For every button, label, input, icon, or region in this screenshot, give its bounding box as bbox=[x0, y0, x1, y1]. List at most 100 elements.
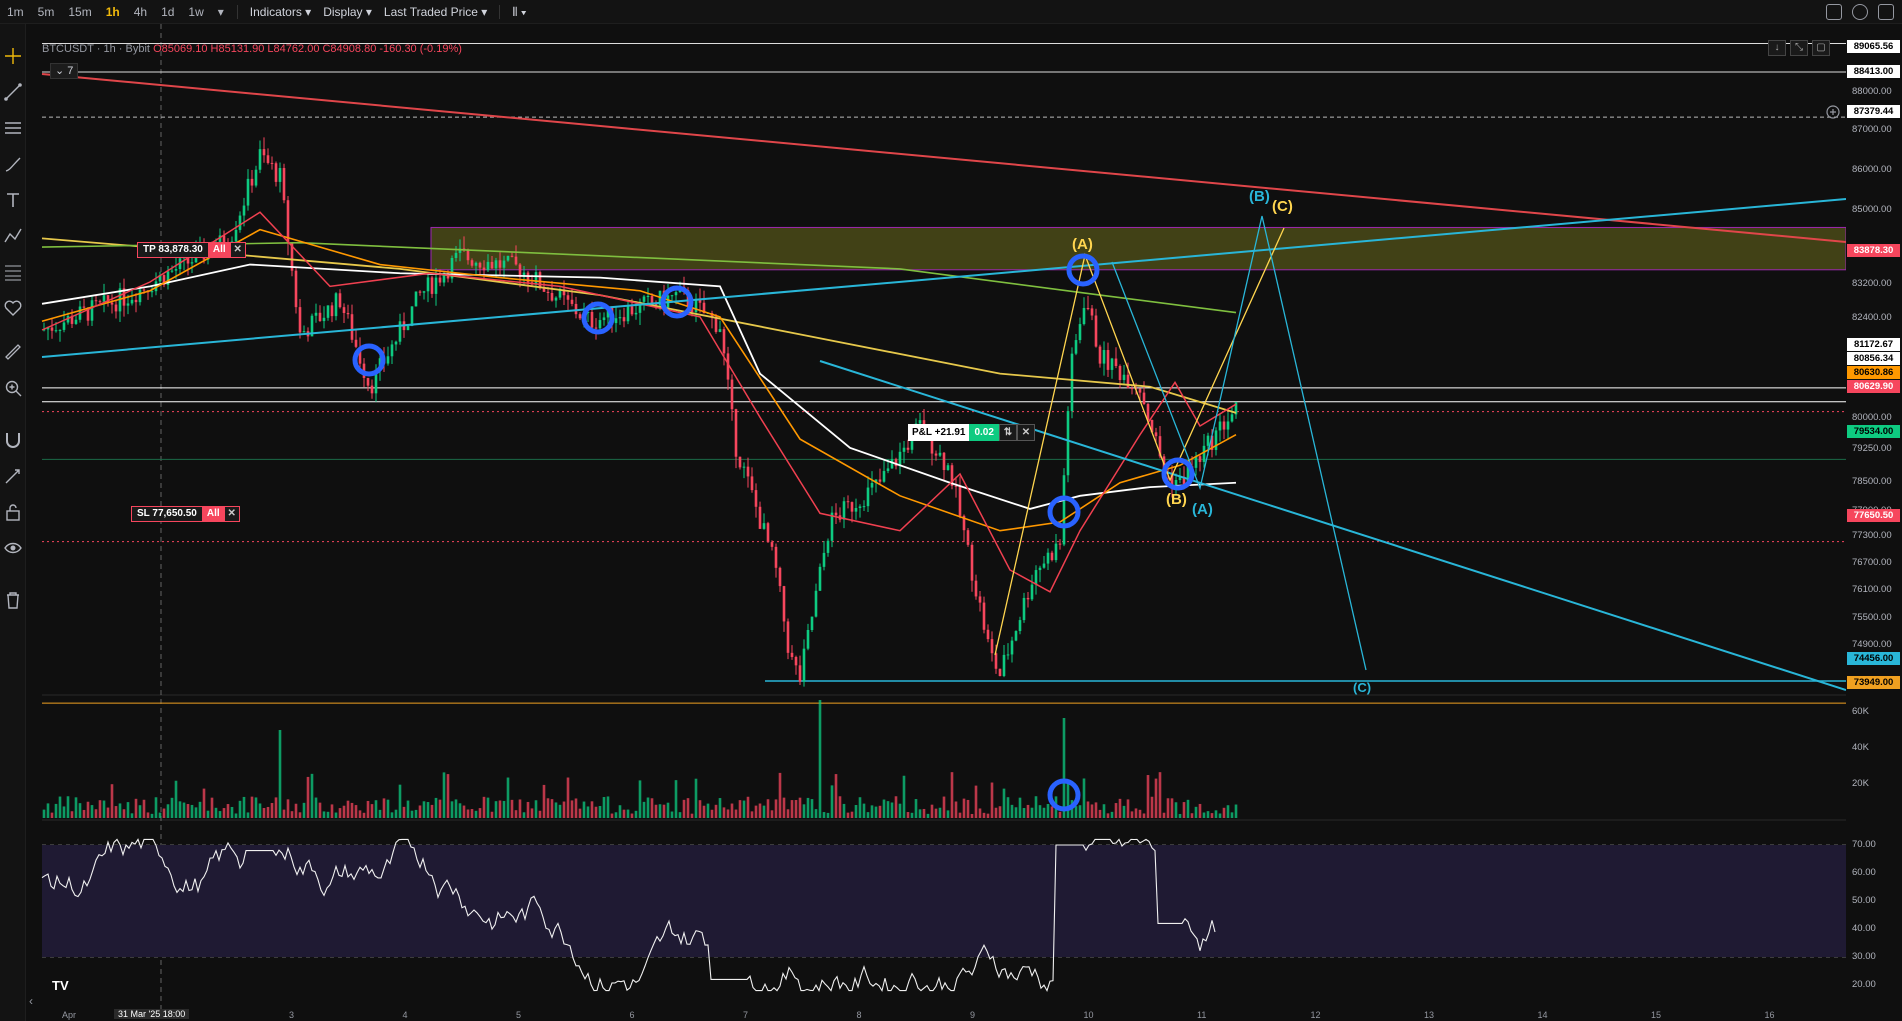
tp-order-tag[interactable]: TP 83,878.30 All ✕ bbox=[137, 242, 246, 258]
timeframe-more-chevron-icon[interactable]: ▾ bbox=[217, 4, 224, 19]
tp-close-icon[interactable]: ✕ bbox=[229, 242, 246, 258]
volume-bar bbox=[246, 812, 250, 818]
gear-icon[interactable] bbox=[1852, 4, 1868, 20]
candle-body bbox=[222, 235, 226, 248]
candle-body bbox=[246, 178, 250, 206]
add-alert-icon[interactable] bbox=[1825, 104, 1841, 120]
candle-body bbox=[1178, 476, 1182, 481]
sl-order-tag[interactable]: SL 77,650.50 All ✕ bbox=[131, 506, 240, 522]
candle-body bbox=[550, 292, 554, 301]
timeframe-1w[interactable]: 1w bbox=[188, 4, 204, 19]
candle-body bbox=[626, 306, 630, 322]
candle-body bbox=[254, 169, 258, 186]
indicator-legend-toggle[interactable]: ⌄ 7 bbox=[50, 63, 79, 79]
heart-icon[interactable] bbox=[3, 298, 23, 318]
timeframe-1h[interactable]: 1h bbox=[105, 4, 120, 19]
volume-bar bbox=[946, 810, 950, 818]
volume-bar bbox=[554, 802, 558, 818]
trash-icon[interactable] bbox=[3, 590, 23, 610]
volume-bar bbox=[70, 811, 74, 818]
candle-body bbox=[238, 215, 242, 230]
price-axis[interactable] bbox=[1846, 24, 1902, 1021]
volume-bar bbox=[1022, 808, 1026, 818]
price-type-menu[interactable]: Last Traded Price ▾ bbox=[383, 4, 488, 19]
pattern-icon[interactable] bbox=[3, 226, 23, 246]
time-tick-label: 5 bbox=[516, 1010, 522, 1020]
chart-type-candles-icon[interactable]: ⫴ ▾ bbox=[512, 4, 527, 19]
volume-bar bbox=[1206, 811, 1210, 818]
candle-body bbox=[314, 312, 318, 316]
reverse-icon[interactable]: ⇅ bbox=[998, 424, 1017, 441]
volume-bar bbox=[882, 799, 886, 818]
candle-body bbox=[946, 465, 950, 471]
volume-bar bbox=[746, 796, 750, 818]
indicators-menu[interactable]: Indicators ▾ bbox=[249, 4, 312, 19]
magnet-icon[interactable] bbox=[3, 430, 23, 450]
candle-body bbox=[282, 168, 286, 201]
trend-line-icon[interactable] bbox=[3, 82, 23, 102]
zoom-icon[interactable] bbox=[3, 378, 23, 398]
candle-body bbox=[1126, 374, 1130, 389]
candle-body bbox=[510, 255, 514, 257]
candle-body bbox=[790, 652, 794, 657]
candle-body bbox=[842, 501, 846, 520]
camera-icon[interactable] bbox=[1826, 4, 1842, 20]
candle-body bbox=[74, 319, 78, 324]
volume-bar bbox=[298, 812, 302, 818]
volume-bar bbox=[94, 809, 98, 818]
volume-bar bbox=[766, 799, 770, 818]
volume-bar bbox=[202, 788, 206, 818]
position-pnl-tag[interactable]: P&L +21.91 0.02 ⇅ ✕ bbox=[908, 424, 1035, 441]
price-marker-box: 73949.00 bbox=[1847, 676, 1900, 689]
timeframe-15m[interactable]: 15m bbox=[68, 4, 92, 19]
fullscreen-icon[interactable] bbox=[1878, 4, 1894, 20]
collapse-icon[interactable]: ⤡ bbox=[1790, 40, 1808, 56]
volume-bar bbox=[962, 798, 966, 818]
timeframe-4h[interactable]: 4h bbox=[133, 4, 148, 19]
volume-bar bbox=[418, 805, 422, 818]
volume-bar bbox=[258, 803, 262, 818]
volume-bar bbox=[374, 800, 378, 818]
lock-icon[interactable] bbox=[3, 502, 23, 522]
candle-body bbox=[834, 512, 838, 516]
volume-bar bbox=[770, 810, 774, 818]
fib-icon[interactable] bbox=[3, 262, 23, 282]
ruler-icon[interactable] bbox=[3, 342, 23, 362]
brush-icon[interactable] bbox=[3, 154, 23, 174]
candle-body bbox=[94, 300, 98, 302]
candle-body bbox=[70, 315, 74, 324]
horizontal-lines-icon[interactable] bbox=[3, 118, 23, 138]
scroll-down-icon[interactable]: ↓ bbox=[1768, 40, 1786, 56]
timeframe-5m[interactable]: 5m bbox=[37, 4, 55, 19]
candle-body bbox=[458, 248, 462, 253]
volume-bar bbox=[818, 700, 822, 818]
volume-bar bbox=[270, 803, 274, 818]
indicators-label: Indicators bbox=[249, 4, 302, 19]
eye-icon[interactable] bbox=[3, 538, 23, 558]
price-tick-label: 83200.00 bbox=[1852, 278, 1892, 289]
tp-all-button[interactable]: All bbox=[208, 242, 230, 258]
sl-all-button[interactable]: All bbox=[202, 506, 224, 522]
volume-bar bbox=[526, 801, 530, 818]
volume-bar bbox=[1034, 796, 1038, 818]
candle-body bbox=[878, 479, 882, 482]
collapse-toolbar-icon[interactable]: ‹ bbox=[29, 994, 33, 1008]
timeframe-1m[interactable]: 1m bbox=[7, 4, 24, 19]
lock-drawings-icon[interactable] bbox=[3, 466, 23, 486]
candle-body bbox=[630, 306, 634, 315]
sl-close-icon[interactable]: ✕ bbox=[223, 506, 240, 522]
crosshair-icon[interactable] bbox=[3, 46, 23, 66]
text-icon[interactable] bbox=[3, 190, 23, 210]
volume-bar bbox=[842, 803, 846, 818]
volume-bar bbox=[42, 809, 46, 818]
candle-body bbox=[90, 300, 94, 321]
candle-body bbox=[1118, 365, 1122, 381]
timeframe-1d[interactable]: 1d bbox=[161, 4, 175, 19]
display-menu[interactable]: Display ▾ bbox=[323, 4, 372, 19]
price-chart[interactable] bbox=[0, 0, 1846, 1021]
candle-body bbox=[514, 256, 518, 265]
close-position-icon[interactable]: ✕ bbox=[1016, 424, 1035, 441]
maximize-icon[interactable]: ▢ bbox=[1812, 40, 1830, 56]
volume-bar bbox=[366, 800, 370, 818]
chart-top-right-controls: ↓ ⤡ ▢ bbox=[1768, 40, 1830, 56]
